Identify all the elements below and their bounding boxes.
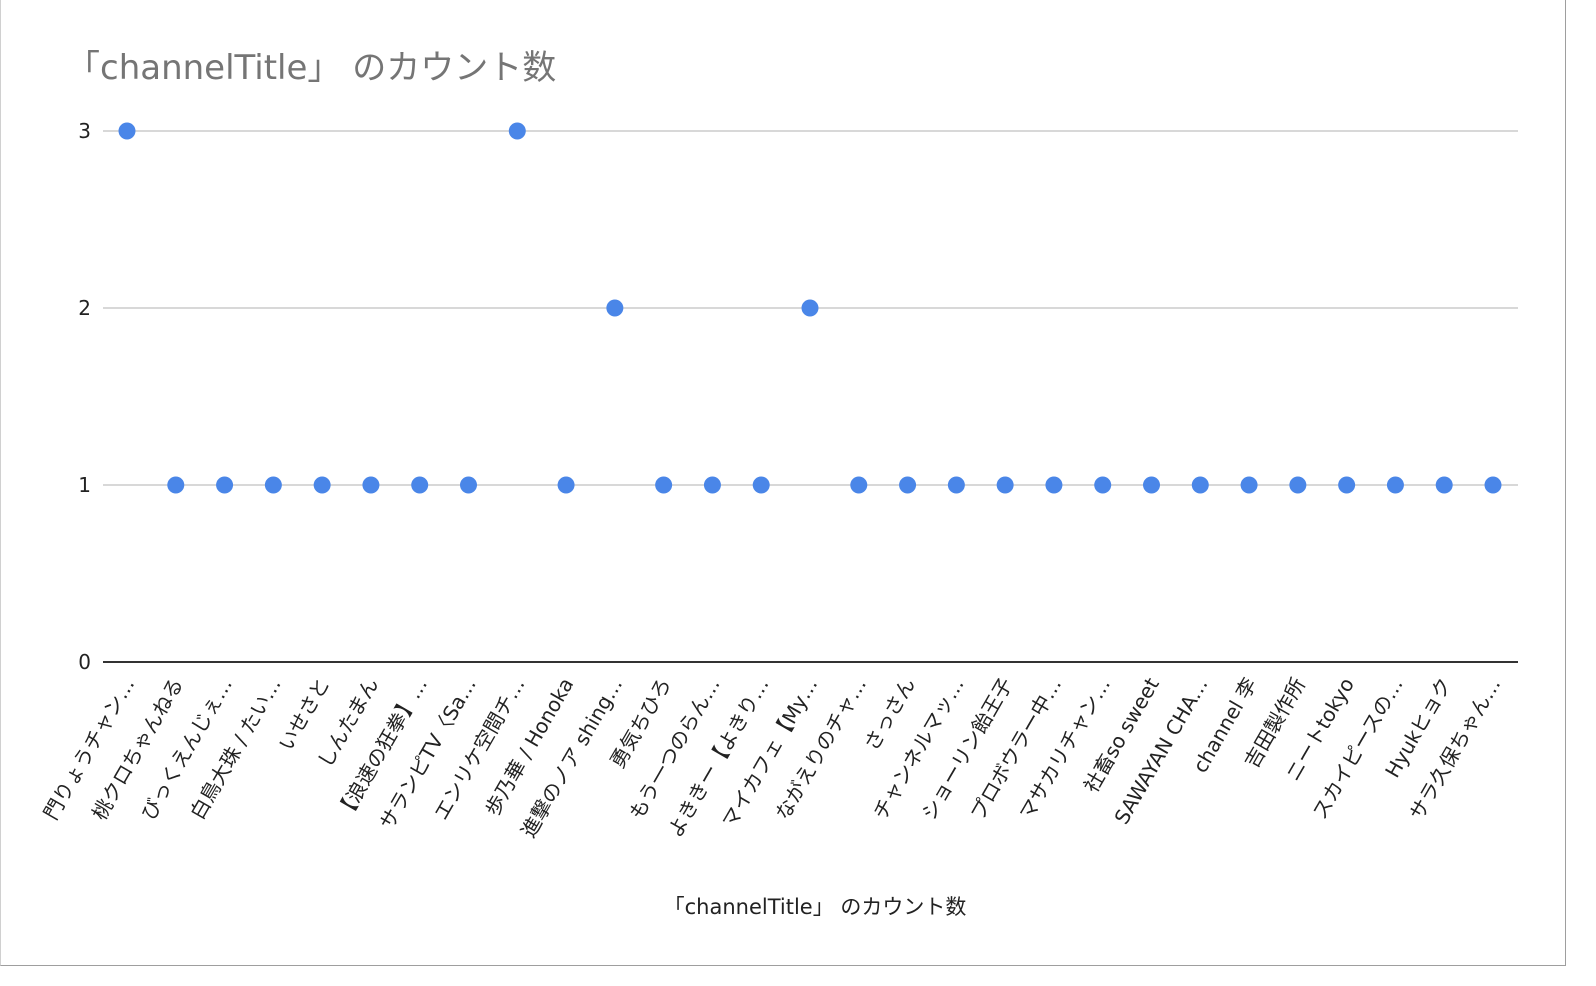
data-point <box>264 476 282 494</box>
y-axis-ticks: 0 1 2 3 <box>78 119 91 674</box>
data-point <box>313 476 331 494</box>
data-point <box>606 299 624 317</box>
data-points <box>118 122 1502 494</box>
data-point <box>996 476 1014 494</box>
data-point <box>1289 476 1307 494</box>
data-point <box>411 476 429 494</box>
data-point <box>947 476 965 494</box>
data-point <box>1386 476 1404 494</box>
data-point <box>118 122 136 140</box>
data-point <box>557 476 575 494</box>
chart-title: 「channelTitle」 のカウント数 <box>66 48 557 88</box>
data-point <box>1045 476 1063 494</box>
data-point <box>167 476 185 494</box>
data-point <box>752 476 770 494</box>
data-point <box>899 476 917 494</box>
data-point <box>216 476 234 494</box>
data-point <box>655 476 673 494</box>
data-point <box>1338 476 1356 494</box>
y-tick-label: 2 <box>78 296 91 320</box>
y-tick-label: 3 <box>78 119 91 143</box>
data-point <box>1484 476 1502 494</box>
data-point <box>1240 476 1258 494</box>
y-tick-label: 0 <box>78 650 91 674</box>
data-point <box>460 476 477 494</box>
data-point <box>703 476 721 494</box>
data-point <box>1191 476 1209 494</box>
gridlines <box>103 130 1518 663</box>
data-point <box>362 476 380 494</box>
data-point <box>801 299 819 317</box>
data-point <box>508 122 526 140</box>
x-axis-title: 「channelTitle」 のカウント数 <box>664 895 967 919</box>
data-point <box>1094 476 1112 494</box>
y-tick-label: 1 <box>78 473 91 497</box>
data-point <box>1435 476 1453 494</box>
data-point <box>850 476 868 494</box>
data-point <box>1143 476 1160 494</box>
